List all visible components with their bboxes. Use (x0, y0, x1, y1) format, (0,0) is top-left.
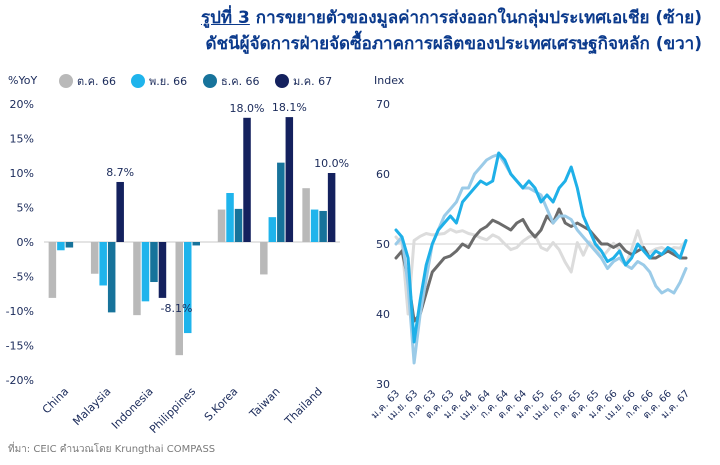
bar-malaysia-3 (116, 181, 124, 242)
bar-skorea-3 (243, 117, 251, 242)
data-label: -8.1% (161, 302, 193, 315)
bar-philippines-1 (184, 242, 192, 334)
bar-taiwan-3 (285, 117, 294, 242)
bar-indonesia-0 (133, 242, 141, 316)
bar-china-0 (48, 242, 57, 298)
legend-label-1: พ.ย. 66 (149, 75, 187, 88)
legend-swatch-1 (131, 74, 145, 88)
bar-philippines-2 (192, 242, 200, 246)
y-tick-label: 70 (376, 98, 390, 111)
title-text-1: การขยายตัวของมูลค่าการส่งออกในกลุ่มประเท… (255, 8, 702, 28)
legend-swatch-0 (59, 74, 73, 88)
export-growth-bar-chart: %YoY ต.ค. 66 พ.ย. 66 ธ.ค. 66 ม.ค. 67 -20% -15%… (6, 74, 349, 436)
chart-title-line-2: ดัชนีผู้จัดการฝ่ายจัดซื้อภาคการผลิตของปร… (205, 34, 702, 54)
pmi-series-line-0 (394, 227, 688, 316)
bar-skorea-1 (226, 193, 234, 242)
bar-thailand-2 (319, 210, 327, 242)
bar-indonesia-1 (141, 242, 150, 302)
bar-taiwan-2 (277, 162, 285, 242)
bar-skorea-0 (217, 209, 226, 242)
bar-thailand-1 (310, 209, 319, 242)
y-tick-label: 50 (376, 238, 390, 251)
y-axis-title: %YoY (8, 74, 37, 87)
pmi-series-line-2 (394, 152, 688, 365)
bar-thailand-3 (327, 173, 336, 242)
bar-indonesia-2 (150, 242, 158, 283)
bar-thailand-0 (302, 188, 310, 242)
x-tick-label: China (40, 385, 71, 416)
y-tick-label: -20% (6, 374, 34, 387)
legend-swatch-2 (203, 74, 217, 88)
y-tick-label: 5% (17, 202, 34, 215)
y-tick-label: 15% (10, 133, 34, 146)
pmi-series-line-1 (394, 207, 688, 323)
bar-philippines-0 (175, 242, 183, 356)
bar-taiwan-0 (260, 242, 268, 275)
y-tick-label: -10% (6, 305, 34, 318)
bar-malaysia-2 (107, 242, 116, 313)
legend-label-0: ต.ค. 66 (77, 75, 116, 88)
bar-taiwan-1 (268, 217, 277, 242)
y-tick-label: 30 (376, 378, 390, 391)
chart-title-line-1: รูปที่ 3 การขยายตัวของมูลค่าการส่งออกในก… (201, 4, 702, 31)
pmi-series-line-3 (394, 151, 688, 344)
data-label: 8.7% (106, 166, 134, 179)
data-label: 10.0% (314, 157, 349, 170)
y-tick-label: -15% (6, 340, 34, 353)
y-axis-title: Index (374, 74, 405, 87)
x-tick-label: Malaysia (70, 385, 113, 428)
data-label: 18.0% (230, 102, 265, 115)
x-tick-label: Philippines (147, 385, 198, 436)
bar-china-2 (65, 242, 74, 248)
x-tick-label: S.Korea (202, 385, 241, 424)
x-tick-label: Thailand (282, 385, 325, 428)
legend-label-2: ธ.ค. 66 (221, 75, 260, 88)
x-tick-label: Taiwan (246, 385, 282, 421)
bar-skorea-2 (234, 208, 243, 242)
bar-malaysia-1 (99, 242, 107, 286)
bar-malaysia-0 (90, 242, 99, 274)
data-label: 18.1% (272, 101, 307, 114)
bar-china-1 (57, 242, 65, 251)
y-tick-label: 20% (10, 98, 34, 111)
y-tick-label: 10% (10, 167, 34, 180)
source-note: ที่มา: CEIC คำนวณโดย Krungthai COMPASS (8, 444, 216, 455)
figure-label: รูปที่ 3 (200, 8, 250, 28)
y-tick-label: 60 (376, 168, 390, 181)
legend-label-3: ม.ค. 67 (293, 75, 332, 88)
bar-indonesia-3 (158, 242, 167, 298)
y-tick-label: 0% (17, 236, 34, 249)
y-tick-label: -5% (13, 271, 34, 284)
legend-swatch-3 (275, 74, 289, 88)
y-tick-label: 40 (376, 308, 390, 321)
